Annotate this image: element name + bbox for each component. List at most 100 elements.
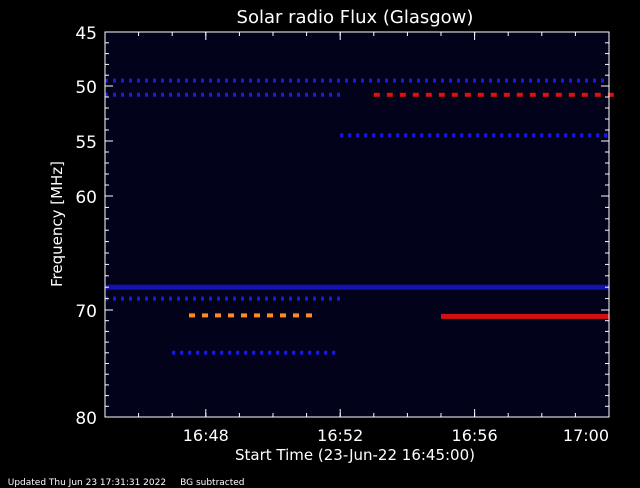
band-segment bbox=[201, 296, 204, 301]
band-segment bbox=[490, 92, 497, 97]
band-segment bbox=[380, 133, 384, 138]
band-segment bbox=[201, 78, 204, 83]
band-segment bbox=[129, 78, 132, 83]
band-segment bbox=[241, 296, 244, 301]
band-segment bbox=[324, 350, 328, 355]
y-tick-label: 80 bbox=[75, 409, 97, 429]
band-segment bbox=[505, 78, 508, 83]
band-segment bbox=[193, 92, 196, 97]
band-segment bbox=[306, 313, 312, 318]
x-tick-label: 17:00 bbox=[563, 426, 609, 445]
band-segment bbox=[177, 78, 180, 83]
band-segment bbox=[524, 133, 528, 138]
footer: Updated Thu Jun 23 17:31:31 2022 BG subtr… bbox=[2, 468, 259, 488]
band-segment bbox=[297, 296, 300, 301]
band-segment bbox=[492, 133, 496, 138]
band-segment bbox=[521, 78, 524, 83]
band-segment bbox=[388, 133, 392, 138]
band-segment bbox=[337, 296, 340, 301]
band-segment bbox=[113, 92, 116, 97]
plot-area bbox=[105, 32, 609, 417]
band-segment bbox=[217, 296, 220, 301]
band-segment bbox=[425, 78, 428, 83]
band-segment bbox=[217, 92, 220, 97]
band-segment bbox=[257, 296, 260, 301]
band-segment bbox=[588, 133, 592, 138]
band-segment bbox=[369, 78, 372, 83]
emission-bands bbox=[105, 78, 614, 355]
band-segment bbox=[425, 92, 432, 97]
band-5 bbox=[105, 296, 340, 301]
band-segment bbox=[399, 92, 406, 97]
band-segment bbox=[273, 92, 276, 97]
band-segment bbox=[220, 350, 224, 355]
band-segment bbox=[500, 133, 504, 138]
band-segment bbox=[241, 92, 244, 97]
band-segment bbox=[249, 92, 252, 97]
band-3 bbox=[340, 133, 608, 138]
band-segment bbox=[228, 350, 232, 355]
band-segment bbox=[532, 133, 536, 138]
band-segment bbox=[436, 133, 440, 138]
y-tick-label: 60 bbox=[75, 188, 97, 208]
band-segment bbox=[607, 92, 614, 97]
band-segment bbox=[281, 78, 284, 83]
band-segment bbox=[169, 296, 172, 301]
band-segment bbox=[329, 296, 332, 301]
band-segment bbox=[215, 313, 221, 318]
band-segment bbox=[145, 296, 148, 301]
band-segment bbox=[225, 92, 228, 97]
band-segment bbox=[332, 350, 336, 355]
band-segment bbox=[273, 78, 276, 83]
band-segment bbox=[372, 133, 376, 138]
band-segment bbox=[321, 92, 324, 97]
band-segment bbox=[503, 92, 510, 97]
band-segment bbox=[276, 350, 280, 355]
band-segment bbox=[236, 350, 240, 355]
band-segment bbox=[308, 350, 312, 355]
band-segment bbox=[228, 313, 234, 318]
band-segment bbox=[153, 78, 156, 83]
band-segment bbox=[233, 92, 236, 97]
band-segment bbox=[497, 78, 500, 83]
band-segment bbox=[569, 78, 572, 83]
band-segment bbox=[241, 313, 247, 318]
band-segment bbox=[604, 133, 608, 138]
band-segment bbox=[244, 350, 248, 355]
band-segment bbox=[465, 78, 468, 83]
band-segment bbox=[329, 92, 332, 97]
band-segment bbox=[172, 350, 176, 355]
y-tick-labels: 45 50 55 60 70 80 bbox=[75, 24, 97, 429]
band-segment bbox=[105, 78, 108, 83]
band-segment bbox=[542, 92, 549, 97]
band-segment bbox=[121, 92, 124, 97]
band-segment bbox=[393, 78, 396, 83]
band-segment bbox=[412, 133, 416, 138]
band-segment bbox=[284, 350, 288, 355]
band-segment bbox=[185, 78, 188, 83]
band-segment bbox=[113, 296, 116, 301]
band-segment bbox=[348, 133, 352, 138]
band-segment bbox=[361, 78, 364, 83]
band-segment bbox=[280, 313, 286, 318]
band-segment bbox=[594, 92, 601, 97]
band-segment bbox=[257, 78, 260, 83]
band-segment bbox=[364, 133, 368, 138]
band-segment bbox=[137, 78, 140, 83]
band-segment bbox=[345, 78, 348, 83]
band-segment bbox=[305, 92, 308, 97]
x-axis-label: Start Time (23-Jun-22 16:45:00) bbox=[235, 446, 475, 464]
band-segment bbox=[537, 78, 540, 83]
band-segment bbox=[404, 133, 408, 138]
band-segment bbox=[212, 350, 216, 355]
band-segment bbox=[254, 313, 260, 318]
band-segment bbox=[457, 78, 460, 83]
band-segment bbox=[204, 350, 208, 355]
band-segment bbox=[153, 296, 156, 301]
band-segment bbox=[337, 92, 340, 97]
band-segment bbox=[180, 350, 184, 355]
band-segment bbox=[189, 313, 195, 318]
band-segment bbox=[297, 92, 300, 97]
band-segment bbox=[281, 92, 284, 97]
x-tick-label: 16:56 bbox=[452, 426, 498, 445]
